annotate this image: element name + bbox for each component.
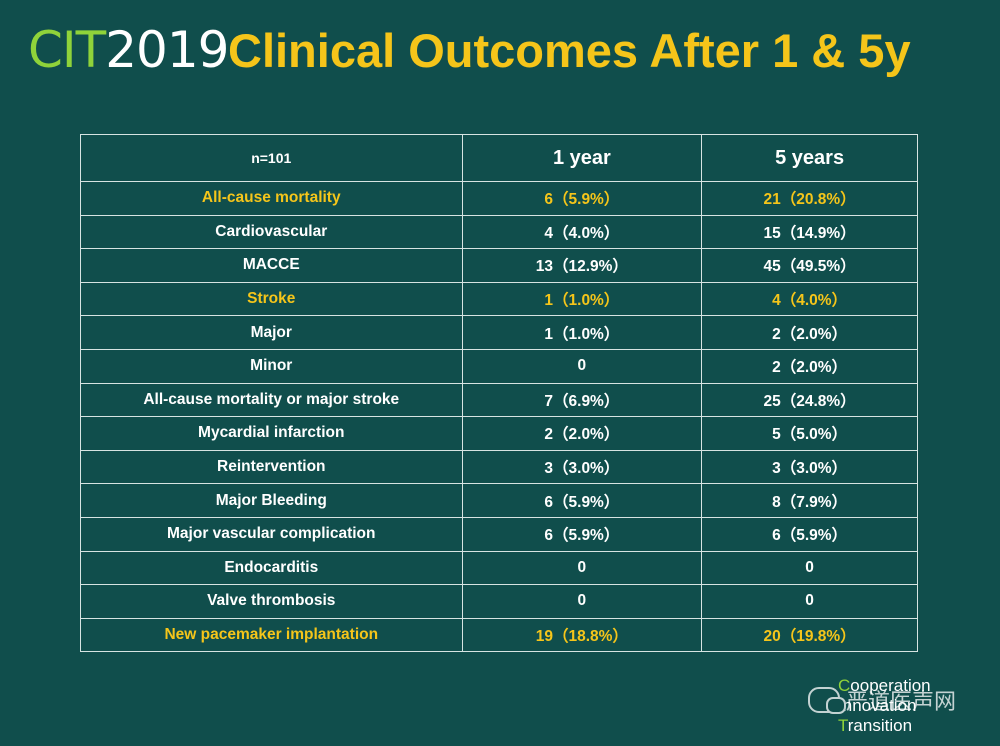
row-label: Major bbox=[80, 315, 463, 350]
row-label: Stroke bbox=[80, 281, 463, 317]
row-label: Valve thrombosis bbox=[80, 584, 463, 619]
value-5-years: 21（20.8%） bbox=[701, 181, 918, 216]
value-1-year: 0 bbox=[461, 348, 703, 384]
value-5-years: 3（3.0%） bbox=[701, 449, 918, 485]
table-row: Major Bleeding 6（5.9%） 8（7.9%） bbox=[80, 483, 918, 518]
cooperation-innovation-transition-logo: Cooperation Innovation Transition bbox=[838, 676, 988, 736]
row-label: All-cause mortality or major stroke bbox=[80, 382, 463, 418]
watermark: 严道医声网 bbox=[808, 684, 956, 716]
table-row: All-cause mortality 6（5.9%） 21（20.8%） bbox=[80, 181, 918, 216]
table-row: Endocarditis 0 0 bbox=[80, 550, 918, 586]
value-5-years: 5（5.0%） bbox=[701, 416, 918, 451]
value-5-years: 20（19.8%） bbox=[701, 617, 918, 653]
table-row: Cardiovascular 4（4.0%） 15（14.9%） bbox=[80, 214, 918, 250]
table-row: MACCE 13（12.9%） 45（49.5%） bbox=[80, 248, 918, 283]
row-label: Endocarditis bbox=[80, 550, 463, 586]
value-1-year: 0 bbox=[461, 550, 703, 586]
value-5-years: 45（49.5%） bbox=[701, 248, 918, 283]
table-row: Reintervention 3（3.0%） 3（3.0%） bbox=[80, 449, 918, 485]
value-1-year: 3（3.0%） bbox=[461, 449, 703, 485]
watermark-text: 严道医声网 bbox=[846, 690, 957, 715]
value-5-years: 6（5.9%） bbox=[701, 516, 918, 552]
row-label: Minor bbox=[80, 348, 463, 384]
value-1-year: 1（1.0%） bbox=[461, 315, 703, 350]
value-5-years: 25（24.8%） bbox=[701, 382, 918, 418]
value-5-years: 15（14.9%） bbox=[701, 214, 918, 250]
value-5-years: 0 bbox=[701, 584, 918, 619]
value-1-year: 19（18.8%） bbox=[461, 617, 703, 653]
row-label: Major vascular complication bbox=[80, 516, 463, 552]
value-1-year: 2（2.0%） bbox=[461, 416, 703, 451]
table-row: Stroke 1（1.0%） 4（4.0%） bbox=[80, 281, 918, 317]
value-1-year: 4（4.0%） bbox=[461, 214, 703, 250]
row-label: Reintervention bbox=[80, 449, 463, 485]
logo-line1: ooperation bbox=[850, 676, 931, 695]
row-label: MACCE bbox=[80, 248, 463, 283]
cit-logo: CIT2019 bbox=[28, 21, 229, 79]
value-1-year: 13（12.9%） bbox=[461, 248, 703, 283]
value-1-year: 7（6.9%） bbox=[461, 382, 703, 418]
value-1-year: 6（5.9%） bbox=[461, 516, 703, 552]
column-header-1-year: 1 year bbox=[461, 134, 703, 182]
slide-title: Clinical Outcomes After 1 & 5y bbox=[228, 24, 911, 77]
table-row: Minor 0 2（2.0%） bbox=[80, 348, 918, 384]
logo-c: C bbox=[838, 676, 851, 695]
value-5-years: 2（2.0%） bbox=[701, 315, 918, 350]
table-row: Major 1（1.0%） 2（2.0%） bbox=[80, 315, 918, 350]
value-1-year: 6（5.9%） bbox=[461, 181, 703, 216]
logo-t: T bbox=[838, 716, 848, 735]
logo-line2: nnovation bbox=[842, 696, 917, 715]
table-row: Major vascular complication 6（5.9%） 6（5.9%… bbox=[80, 516, 918, 552]
value-1-year: 1（1.0%） bbox=[461, 281, 703, 317]
row-label: All-cause mortality bbox=[80, 181, 463, 216]
value-5-years: 8（7.9%） bbox=[701, 483, 918, 518]
row-label: Cardiovascular bbox=[80, 214, 463, 250]
row-label: New pacemaker implantation bbox=[80, 617, 463, 653]
brand-year: 2019 bbox=[105, 21, 229, 79]
row-label: Major Bleeding bbox=[80, 483, 463, 518]
value-5-years: 0 bbox=[701, 550, 918, 586]
brand-cit: CIT bbox=[28, 21, 106, 79]
table-header-row: n=101 1 year 5 years bbox=[80, 134, 918, 182]
value-5-years: 2（2.0%） bbox=[701, 348, 918, 384]
table-row: New pacemaker implantation 19（18.8%） 20（19… bbox=[80, 617, 918, 653]
value-1-year: 0 bbox=[461, 584, 703, 619]
value-5-years: 4（4.0%） bbox=[701, 281, 918, 317]
row-label: Mycardial infarction bbox=[80, 416, 463, 451]
table-row: Valve thrombosis 0 0 bbox=[80, 584, 918, 619]
wechat-icon bbox=[808, 687, 846, 714]
table-row: All-cause mortality or major stroke 7（6.9… bbox=[80, 382, 918, 418]
logo-line3: ransition bbox=[847, 716, 913, 735]
value-1-year: 6（5.9%） bbox=[461, 483, 703, 518]
outcomes-table: n=101 1 year 5 years All-cause mortality… bbox=[80, 134, 918, 653]
column-header-n: n=101 bbox=[80, 134, 463, 182]
table-row: Mycardial infarction 2（2.0%） 5（5.0%） bbox=[80, 416, 918, 451]
column-header-5-years: 5 years bbox=[701, 134, 918, 182]
